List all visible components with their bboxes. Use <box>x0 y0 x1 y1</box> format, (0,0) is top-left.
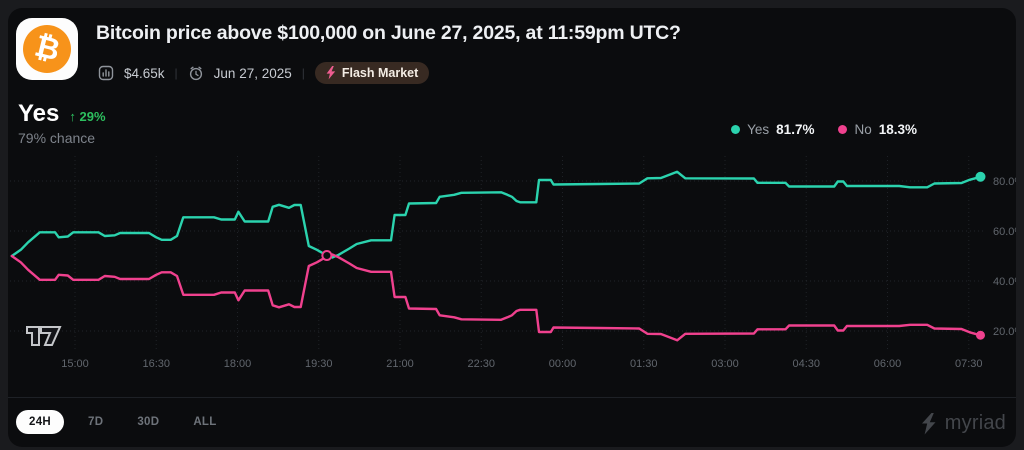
outcome-summary: Yes ↑ 29% 79% chance <box>18 100 106 146</box>
timeframe-7d-button[interactable]: 7D <box>78 410 113 434</box>
x-axis-tick-label: 07:30 <box>955 358 983 370</box>
x-axis-tick-label: 19:30 <box>305 358 333 370</box>
clock-icon <box>188 65 204 81</box>
crossover-marker <box>321 250 333 261</box>
x-axis-tick-label: 06:00 <box>874 358 902 370</box>
x-axis-tick-label: 03:00 <box>711 358 739 370</box>
y-axis-tick-label: 80.0% <box>993 176 1016 188</box>
myriad-logo-icon <box>921 412 936 434</box>
x-axis-tick-label: 01:30 <box>630 358 658 370</box>
chart-legend: Yes 81.7% No 18.3% <box>731 122 917 137</box>
flash-market-label: Flash Market <box>341 66 419 80</box>
timeframe-30d-button[interactable]: 30D <box>127 410 169 434</box>
lightning-bolt-icon <box>326 66 336 80</box>
market-meta: $4.65k | Jun 27, 2025 | Flash Market <box>98 62 430 84</box>
y-axis-tick-label: 20.0% <box>993 326 1016 338</box>
yes-endpoint-dot <box>975 171 986 182</box>
no-endpoint-dot <box>975 330 985 340</box>
y-axis-tick-label: 60.0% <box>993 226 1016 238</box>
footer-divider <box>8 397 1016 398</box>
volume-icon <box>98 65 114 81</box>
legend-item-yes: Yes 81.7% <box>731 122 814 137</box>
outcome-label: Yes <box>18 100 60 127</box>
timeframe-24h-button[interactable]: 24H <box>16 410 64 434</box>
myriad-brand: myriad <box>919 412 1006 435</box>
legend-item-no: No 18.3% <box>838 122 917 137</box>
myriad-brand-text: myriad <box>944 412 1006 434</box>
bitcoin-glyph: ₿ <box>31 28 64 69</box>
y-axis-tick-label: 40.0% <box>993 276 1016 288</box>
legend-dot-icon <box>838 125 848 134</box>
x-axis-tick-label: 04:30 <box>792 358 820 370</box>
x-axis-tick-label: 21:00 <box>386 358 414 370</box>
price-chart[interactable]: 15:00 16:30 18:00 19:30 21:00 22:30 00:00 01:30… <box>8 150 1016 382</box>
x-axis-tick-label: 18:00 <box>224 358 252 370</box>
market-card: ₿ Bitcoin price above $100,000 on June 2… <box>8 8 1016 447</box>
timeframe-selector: 24H 7D 30D ALL <box>16 410 227 434</box>
legend-name: No <box>854 122 872 137</box>
timeframe-all-button[interactable]: ALL <box>183 410 226 434</box>
legend-value: 18.3% <box>878 122 917 137</box>
meta-separator: | <box>174 66 178 80</box>
flash-market-badge: Flash Market <box>314 62 430 84</box>
legend-dot-icon <box>731 125 741 134</box>
bitcoin-circle: ₿ <box>23 25 71 73</box>
outcome-chance: 79% chance <box>18 130 96 146</box>
meta-separator: | <box>301 66 305 80</box>
x-axis-tick-label: 00:00 <box>549 358 577 370</box>
market-title: Bitcoin price above $100,000 on June 27,… <box>96 22 681 44</box>
x-axis-tick-label: 16:30 <box>142 358 170 370</box>
legend-name: Yes <box>747 122 770 137</box>
bitcoin-icon: ₿ <box>16 18 78 80</box>
legend-value: 81.7% <box>776 122 815 137</box>
market-date: Jun 27, 2025 <box>213 65 292 81</box>
x-axis-tick-label: 15:00 <box>61 358 89 370</box>
volume-value: $4.65k <box>124 65 165 81</box>
outcome-change: ↑ 29% <box>69 109 105 124</box>
up-arrow-icon: ↑ <box>69 109 76 124</box>
outcome-change-value: 29% <box>79 109 106 124</box>
no-line <box>10 253 982 342</box>
x-axis-tick-label: 22:30 <box>467 358 495 370</box>
tradingview-watermark-icon <box>24 321 65 352</box>
yes-line <box>10 170 982 259</box>
